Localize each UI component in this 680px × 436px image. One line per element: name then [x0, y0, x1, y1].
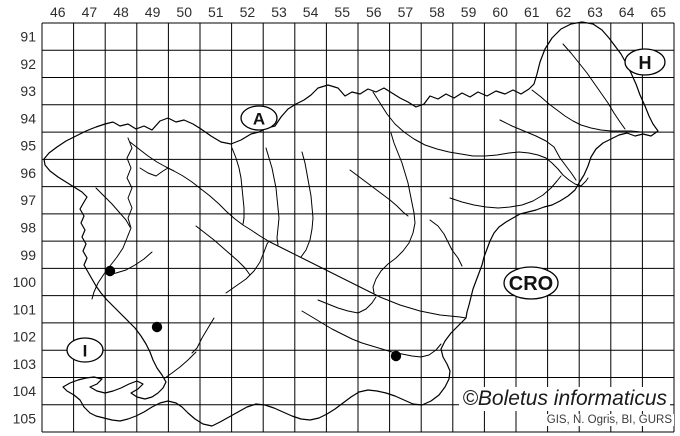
- river-line: [164, 351, 197, 379]
- river-line: [372, 91, 589, 187]
- column-label: 50: [176, 4, 192, 20]
- river-line: [91, 137, 133, 300]
- country-label-h: H: [639, 53, 652, 73]
- river-line: [449, 175, 562, 209]
- column-label: 54: [303, 4, 319, 20]
- river-line: [317, 296, 377, 314]
- river-line: [107, 251, 153, 276]
- column-label: 58: [429, 4, 445, 20]
- river-line: [231, 147, 245, 225]
- row-label: 99: [20, 247, 36, 263]
- column-label: 59: [461, 4, 477, 20]
- map-outline-and-rivers: [43, 21, 659, 427]
- river-line: [265, 147, 280, 246]
- river-line: [139, 167, 169, 177]
- coordinate-grid: [41, 22, 675, 433]
- copyright-watermark: ©Boletus informaticus: [459, 387, 670, 411]
- column-label: 57: [398, 4, 414, 20]
- row-label: 92: [20, 56, 36, 72]
- column-label: 60: [492, 4, 508, 20]
- row-label: 103: [13, 356, 37, 372]
- river-line: [129, 141, 467, 319]
- column-label: 61: [524, 4, 540, 20]
- column-label: 46: [50, 4, 66, 20]
- river-line: [372, 132, 416, 294]
- column-label: 64: [619, 4, 635, 20]
- row-label: 91: [20, 29, 36, 45]
- row-label: 102: [13, 329, 37, 345]
- river-line: [499, 119, 577, 181]
- row-label: 95: [20, 138, 36, 154]
- row-label: 104: [13, 383, 37, 399]
- row-label: 93: [20, 83, 36, 99]
- column-label: 48: [113, 4, 129, 20]
- country-label-i: I: [83, 342, 88, 361]
- column-label: 62: [556, 4, 572, 20]
- river-line: [191, 317, 215, 354]
- country-labels: A H CRO I: [66, 48, 666, 363]
- column-label: 56: [366, 4, 382, 20]
- river-line: [195, 225, 251, 276]
- river-line: [301, 310, 442, 358]
- column-label: 51: [208, 4, 224, 20]
- column-label: 53: [271, 4, 287, 20]
- row-label: 100: [13, 274, 37, 290]
- map-credit-text: GIS, N. Ogris, BI, GURS: [544, 414, 674, 426]
- row-label: 105: [13, 410, 37, 426]
- river-line: [562, 43, 626, 130]
- country-border-outline: [43, 21, 659, 427]
- country-label-a: A: [253, 110, 265, 129]
- column-label: 63: [587, 4, 603, 20]
- row-label: 97: [20, 192, 36, 208]
- row-label: 101: [13, 301, 37, 317]
- column-label: 55: [334, 4, 350, 20]
- river-line: [225, 240, 270, 294]
- column-label: 47: [82, 4, 98, 20]
- row-label: 96: [20, 165, 36, 181]
- country-ellipse-h: [624, 48, 666, 76]
- row-label: 98: [20, 220, 36, 236]
- river-line: [531, 89, 658, 133]
- row-label: 94: [20, 110, 36, 126]
- river-line: [429, 219, 463, 267]
- river-line: [300, 151, 314, 258]
- occurrence-dots: [104, 265, 402, 362]
- occurrence-dot-49-102: [151, 321, 163, 333]
- occurrence-dot-48-100: [104, 265, 116, 277]
- river-line: [349, 169, 409, 217]
- river-line: [95, 187, 131, 228]
- column-label: 65: [650, 4, 666, 20]
- grid-axis-labels: 46 47 48 49 50 51 52 53 54 55 56 57 58 59 60 61 62 63 64 65…: [13, 4, 667, 426]
- country-ellipse-cro: [503, 266, 559, 300]
- country-ellipse-a: [240, 105, 278, 131]
- occurrence-dot-57-103: [390, 350, 402, 362]
- column-label: 49: [145, 4, 161, 20]
- country-label-cro: CRO: [509, 273, 553, 295]
- column-label: 52: [240, 4, 256, 20]
- country-ellipse-i: [66, 337, 104, 363]
